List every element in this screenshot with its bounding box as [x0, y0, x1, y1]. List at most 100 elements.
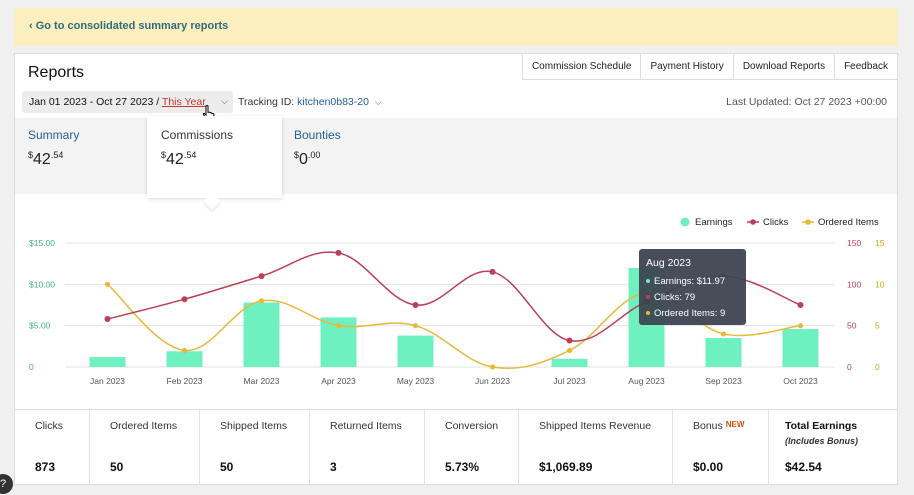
ordered-items-point [412, 323, 419, 329]
right-axis-clicks-tick: 50 [847, 321, 857, 331]
earnings-bar [166, 351, 203, 367]
legend-marker [680, 217, 690, 227]
clicks-point [181, 296, 188, 303]
page-title: Reports [28, 64, 85, 81]
tracking-id-value: kitchen0b83-20 [297, 96, 369, 108]
tab-download-reports[interactable]: Download Reports [732, 54, 835, 80]
ordered-items-point [720, 331, 727, 337]
stat-ordered-items: Ordered Items 50 [90, 410, 200, 485]
left-axis-tick: 0 [29, 362, 34, 372]
stat-returned-items: Returned Items 3 [310, 410, 425, 485]
tooltip-title: Aug 2023 [646, 257, 691, 269]
bounties-label: Bounties [294, 128, 341, 142]
tooltip-dot [646, 311, 650, 315]
legend-label: Ordered Items [818, 217, 879, 228]
left-axis-tick: $5.00 [29, 321, 51, 331]
stat-label: Shipped Items [220, 420, 288, 432]
stat-total-earnings: Total Earnings (Includes Bonus) $42.54 [769, 410, 897, 485]
stat-clicks: Clicks 873 [15, 410, 90, 485]
ordered-items-point [489, 364, 496, 370]
x-axis-tick: Aug 2023 [628, 376, 665, 386]
x-axis-tick: Mar 2023 [244, 376, 280, 386]
x-axis-tick: Feb 2023 [167, 376, 203, 386]
stat-label: Bonus NEW [693, 420, 745, 432]
legend-marker [805, 219, 811, 225]
right-axis-ordered-tick: 15 [875, 238, 885, 248]
stat-label: Conversion [445, 420, 499, 432]
summary-tab-bounties[interactable]: Bounties $0.00 [294, 128, 341, 169]
x-axis-tick: Jul 2023 [553, 376, 585, 386]
stat-value: 50 [220, 460, 234, 474]
ordered-items-point [104, 281, 111, 287]
stat-value: 873 [35, 460, 56, 474]
stat-value: $42.54 [785, 460, 822, 474]
reports-card: Reports Commission Schedule Payment Hist… [14, 53, 898, 485]
tooltip-line: Clicks: 79 [654, 292, 695, 303]
tab-commission-schedule[interactable]: Commission Schedule [521, 54, 641, 80]
chevron-down-icon: ⌵ [221, 96, 228, 106]
tooltip-line: Earnings: $11.97 [654, 276, 725, 287]
ordered-items-point [797, 323, 804, 329]
stat-label: Total Earnings (Includes Bonus) [785, 420, 897, 446]
summary-tab-summary[interactable]: Summary $42.54 [28, 128, 79, 169]
commissions-value: $42.54 [161, 150, 197, 168]
tab-payment-history[interactable]: Payment History [640, 54, 733, 80]
earnings-bar [397, 335, 434, 367]
clicks-point [797, 302, 804, 308]
stat-sub-label: (Includes Bonus) [785, 436, 859, 446]
stat-shipped-items: Shipped Items 50 [200, 410, 310, 485]
earnings-bar [243, 302, 280, 367]
clicks-point [258, 273, 265, 280]
right-axis-clicks-tick: 150 [847, 238, 861, 248]
stat-value: 3 [330, 460, 337, 474]
x-axis-tick: Jan 2023 [90, 376, 125, 386]
left-axis-tick: $10.00 [29, 279, 55, 289]
x-axis-tick: May 2023 [397, 376, 435, 386]
x-axis-tick: Oct 2023 [783, 376, 818, 386]
ordered-items-point [258, 298, 265, 304]
stat-label: Returned Items [330, 420, 402, 432]
new-badge: NEW [725, 420, 745, 429]
clicks-point [335, 249, 342, 256]
clicks-point [412, 302, 419, 308]
stat-value: 50 [110, 460, 124, 474]
date-range-select[interactable]: Jan 01 2023 - Oct 27 2023 / This Year ⌵ [22, 91, 233, 113]
earnings-bar [705, 338, 742, 367]
stat-bonus: Bonus NEW $0.00 [673, 410, 769, 485]
legend-label: Clicks [763, 217, 789, 228]
stat-label: Shipped Items Revenue [539, 420, 652, 432]
summary-tab-commissions[interactable]: Commissions $42.54 [161, 128, 233, 169]
summary-value: $42.54 [28, 150, 64, 168]
legend-marker [750, 219, 756, 225]
consolidated-reports-link[interactable]: ‹ Go to consolidated summary reports [29, 20, 229, 32]
tooltip-line: Ordered Items: 9 [654, 308, 725, 319]
right-axis-ordered-tick: 10 [875, 279, 885, 289]
right-axis-ordered-tick: 5 [875, 321, 880, 331]
right-axis-clicks-tick: 100 [847, 279, 861, 289]
stat-shipped-revenue: Shipped Items Revenue $1,069.89 [519, 410, 673, 485]
active-summary-box [147, 116, 282, 198]
legend-label: Earnings [695, 217, 733, 228]
earnings-bar [782, 328, 819, 367]
commissions-label: Commissions [161, 128, 234, 142]
ordered-items-point [181, 347, 188, 354]
x-axis-tick: Jun 2023 [475, 376, 510, 386]
tracking-id-select[interactable]: Tracking ID: kitchen0b83-20 ⌵ [238, 96, 382, 108]
stat-value: $0.00 [693, 460, 724, 474]
chart-tooltip [639, 249, 746, 325]
tooltip-dot [646, 279, 650, 283]
x-axis-tick: Apr 2023 [321, 376, 356, 386]
clicks-point [566, 337, 573, 344]
stat-conversion: Conversion 5.73% [425, 410, 519, 485]
right-axis-clicks-tick: 0 [847, 362, 852, 372]
ordered-items-point [335, 323, 342, 329]
period-link[interactable]: This Year [161, 96, 206, 108]
bounties-value: $0.00 [294, 150, 321, 168]
left-axis-tick: $15.00 [29, 238, 55, 248]
earnings-bar [89, 357, 126, 367]
help-icon[interactable]: ? [0, 474, 13, 494]
tab-feedback[interactable]: Feedback [834, 54, 897, 80]
stat-label: Ordered Items [110, 420, 178, 432]
ordered-items-point [566, 347, 573, 354]
